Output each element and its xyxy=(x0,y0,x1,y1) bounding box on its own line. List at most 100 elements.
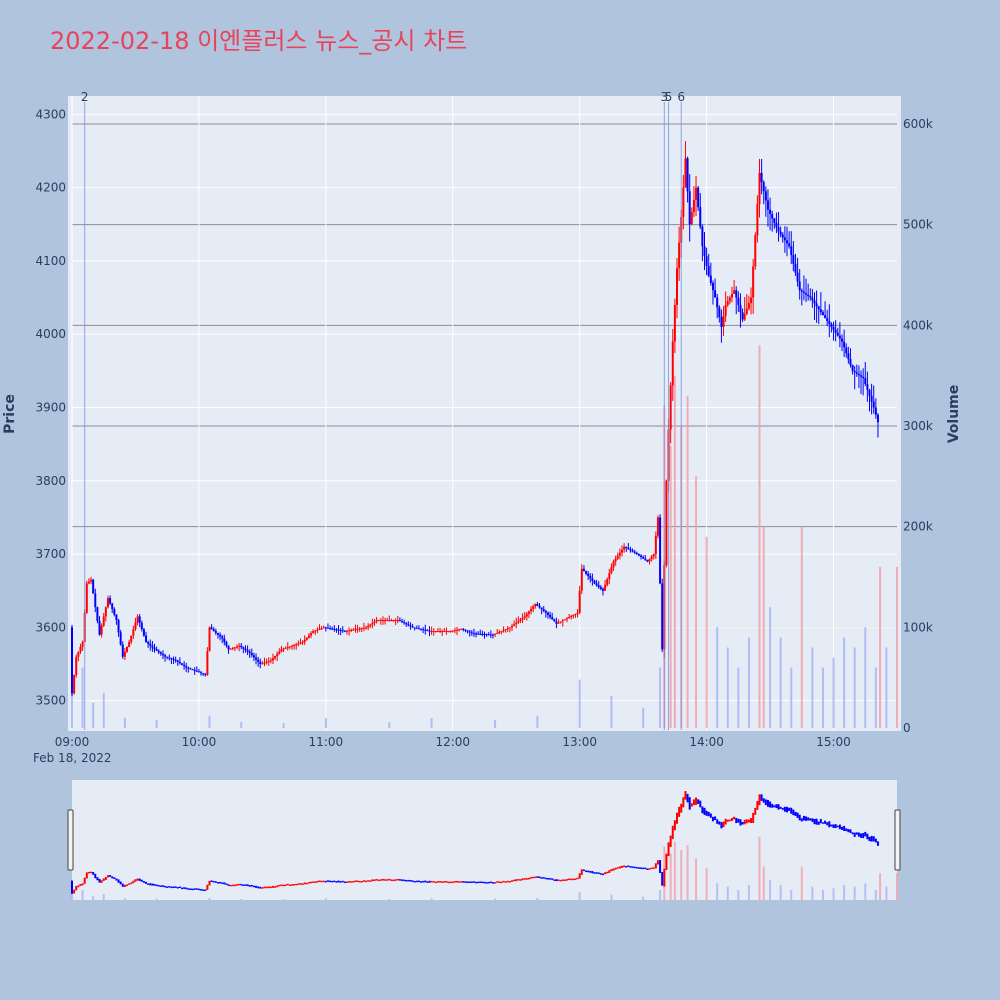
candle-body xyxy=(862,376,865,379)
candle-body xyxy=(155,649,158,651)
preview-candle xyxy=(307,882,310,884)
preview-candle xyxy=(546,878,549,880)
preview-candle xyxy=(519,879,522,881)
preview-candle xyxy=(627,865,630,867)
candle-body xyxy=(381,620,384,622)
preview-candle xyxy=(202,889,205,891)
preview-candle xyxy=(354,880,357,883)
candle-body xyxy=(807,294,810,297)
candle-body xyxy=(790,246,793,256)
volume-bar xyxy=(885,647,888,728)
preview-candle xyxy=(805,816,808,821)
candle-body xyxy=(688,191,691,225)
candle-body xyxy=(491,634,494,636)
preview-candle xyxy=(855,832,858,835)
volume-bar xyxy=(832,657,835,728)
volume-bar xyxy=(790,667,793,728)
candle-body xyxy=(851,364,854,371)
preview-candle xyxy=(267,886,270,889)
candle-body xyxy=(377,620,380,622)
candle-body xyxy=(109,598,112,604)
preview-candle xyxy=(398,879,401,881)
news-markers: 2 35 6 xyxy=(81,90,685,730)
candle-body xyxy=(449,631,452,633)
preview-volume-bar xyxy=(494,898,497,900)
preview-candle xyxy=(134,879,137,882)
candle-body xyxy=(434,631,437,633)
preview-candle xyxy=(168,886,171,888)
candle-body xyxy=(498,631,501,633)
volume-bar xyxy=(758,345,761,728)
candle-body xyxy=(257,659,260,662)
candle-body xyxy=(838,335,841,339)
preview-candle xyxy=(453,881,456,883)
preview-candle xyxy=(343,881,346,884)
preview-candle xyxy=(92,872,95,875)
preview-candle xyxy=(538,876,541,879)
candle-body xyxy=(500,631,503,633)
candle-body xyxy=(726,301,729,305)
preview-candle xyxy=(221,882,224,884)
candle-body xyxy=(568,617,571,619)
candle-body xyxy=(868,389,871,396)
volume-bar xyxy=(695,476,698,728)
preview-volume-bar xyxy=(388,899,391,900)
volume-tick-label: 400k xyxy=(903,318,933,332)
preview-candle xyxy=(151,883,154,886)
preview-candle xyxy=(788,807,791,811)
candle-body xyxy=(625,546,628,548)
candle-body xyxy=(291,645,293,647)
candle-body xyxy=(800,290,803,292)
candle-body xyxy=(121,644,124,657)
candle-body xyxy=(623,546,626,550)
volume-tick-label: 500k xyxy=(903,218,933,232)
preview-candle xyxy=(360,881,363,883)
candle-body xyxy=(394,620,397,622)
time-tick-label: 11:00 xyxy=(309,735,344,749)
preview-candle xyxy=(851,832,854,835)
preview-volume-bar xyxy=(716,883,719,900)
volume-bar xyxy=(879,566,882,728)
preview-candle xyxy=(504,881,507,883)
candle-body xyxy=(483,633,486,635)
preview-candle xyxy=(271,885,274,888)
candle-body xyxy=(521,617,524,620)
preview-candle xyxy=(821,822,824,824)
preview-volume-bar xyxy=(155,898,158,900)
preview-volume-bar xyxy=(737,890,740,900)
range-slider-right-handle[interactable] xyxy=(894,809,901,871)
candle-body xyxy=(470,632,473,634)
volume-bar xyxy=(494,719,497,728)
preview-candle xyxy=(113,877,116,879)
candle-body xyxy=(536,603,539,606)
preview-candle xyxy=(669,835,672,847)
candle-body xyxy=(792,255,795,264)
preview-candle xyxy=(411,880,414,882)
preview-candle xyxy=(667,842,670,857)
preview-candle xyxy=(278,884,281,887)
preview-volume-bar xyxy=(864,883,867,900)
preview-candle xyxy=(511,880,513,882)
candle-body xyxy=(555,621,558,624)
preview-candle xyxy=(739,819,742,826)
candle-body xyxy=(864,378,867,385)
preview-candle xyxy=(491,882,494,884)
range-slider-left-handle[interactable] xyxy=(67,809,74,871)
price-tick-label: 4200 xyxy=(35,181,66,195)
preview-volume-bar xyxy=(874,890,877,900)
preview-volume-bar xyxy=(811,886,814,900)
preview-candle xyxy=(610,869,613,872)
candle-body xyxy=(318,628,321,630)
candle-body xyxy=(316,629,319,631)
candle-body xyxy=(743,314,746,320)
candle-body xyxy=(305,637,308,640)
candle-body xyxy=(494,633,497,635)
price-axis-title: Price xyxy=(2,394,18,434)
candle-body xyxy=(326,627,329,629)
price-tick-label: 3800 xyxy=(35,474,66,488)
candle-body xyxy=(354,629,357,631)
preview-candle xyxy=(760,794,763,801)
preview-candle xyxy=(595,872,598,874)
volume-bar xyxy=(430,717,433,728)
preview-candle xyxy=(388,878,391,881)
